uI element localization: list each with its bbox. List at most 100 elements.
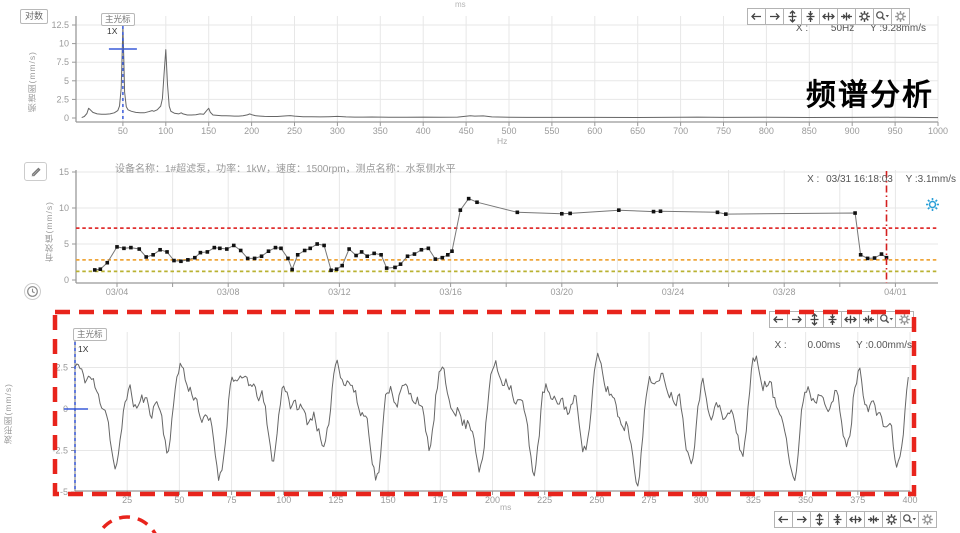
zoom-select-button[interactable] xyxy=(873,8,892,25)
v-compress-icon xyxy=(828,314,837,325)
expand-x-button[interactable] xyxy=(846,511,865,528)
zoom-select-button[interactable] xyxy=(900,511,919,528)
svg-text:12.5: 12.5 xyxy=(51,20,69,30)
h-compress-icon xyxy=(868,515,879,524)
compress-x-button[interactable] xyxy=(859,311,878,328)
zoom-select-button[interactable] xyxy=(877,311,896,328)
trend-cursor-readout: X : 03/31 16:18:03 Y :3.1mm/s xyxy=(807,174,956,185)
svg-text:275: 275 xyxy=(642,495,657,505)
trend-settings-button[interactable] xyxy=(924,196,941,213)
v-expand-icon xyxy=(788,10,797,23)
compress-x-button[interactable] xyxy=(837,8,856,25)
arrow-right-icon xyxy=(792,316,802,323)
svg-text:450: 450 xyxy=(459,126,474,136)
svg-text:-5: -5 xyxy=(60,487,68,497)
arrow-left-icon xyxy=(778,516,788,523)
compress-y-button[interactable] xyxy=(828,511,847,528)
h-expand-icon xyxy=(844,315,857,324)
scroll-right-button[interactable] xyxy=(765,8,784,25)
scroll-left-button[interactable] xyxy=(774,511,793,528)
svg-text:350: 350 xyxy=(798,495,813,505)
svg-text:300: 300 xyxy=(694,495,709,505)
svg-text:0: 0 xyxy=(63,404,68,414)
reset-button[interactable] xyxy=(895,311,914,328)
compress-x-button[interactable] xyxy=(864,511,883,528)
reset-button[interactable] xyxy=(918,511,937,528)
log-scale-button[interactable]: 对数 xyxy=(20,9,49,24)
v-compress-icon xyxy=(806,11,815,22)
svg-text:375: 375 xyxy=(850,495,865,505)
h-compress-icon xyxy=(863,315,874,324)
svg-text:150: 150 xyxy=(381,495,396,505)
waveform-toolbar xyxy=(769,311,914,328)
svg-text:50: 50 xyxy=(174,495,184,505)
settings-button[interactable] xyxy=(855,8,874,25)
expand-y-button[interactable] xyxy=(810,511,829,528)
svg-text:900: 900 xyxy=(845,126,860,136)
svg-text:200: 200 xyxy=(244,126,259,136)
svg-text:03/20: 03/20 xyxy=(551,287,574,297)
svg-text:400: 400 xyxy=(902,495,917,505)
arrow-right-icon xyxy=(770,13,780,20)
readout-x-label: X : xyxy=(774,340,787,351)
svg-text:0: 0 xyxy=(64,275,69,285)
svg-text:2.5: 2.5 xyxy=(56,94,69,104)
svg-text:125: 125 xyxy=(328,495,343,505)
svg-text:10: 10 xyxy=(59,39,69,49)
svg-text:550: 550 xyxy=(544,126,559,136)
h-expand-icon xyxy=(822,12,835,21)
expand-x-button[interactable] xyxy=(819,8,838,25)
svg-text:200: 200 xyxy=(485,495,500,505)
svg-text:350: 350 xyxy=(373,126,388,136)
scroll-right-button[interactable] xyxy=(792,511,811,528)
svg-text:100: 100 xyxy=(158,126,173,136)
svg-text:400: 400 xyxy=(416,126,431,136)
spectrum-main-cursor-label[interactable]: 主光标 xyxy=(101,13,135,26)
svg-text:0: 0 xyxy=(64,113,69,123)
scroll-left-button[interactable] xyxy=(747,8,766,25)
svg-text:750: 750 xyxy=(716,126,731,136)
expand-x-button[interactable] xyxy=(841,311,860,328)
top-cropped-axis-unit: ms xyxy=(455,0,466,9)
reset-button[interactable] xyxy=(891,8,910,25)
waveform-harmonic-label: 1X xyxy=(78,344,89,354)
svg-text:800: 800 xyxy=(759,126,774,136)
svg-text:225: 225 xyxy=(537,495,552,505)
settings-button[interactable] xyxy=(882,511,901,528)
svg-text:700: 700 xyxy=(673,126,688,136)
svg-text:150: 150 xyxy=(201,126,216,136)
arrow-left-icon xyxy=(773,316,783,323)
expand-y-button[interactable] xyxy=(805,311,824,328)
svg-text:650: 650 xyxy=(630,126,645,136)
svg-text:7.5: 7.5 xyxy=(56,57,69,67)
waveform-main-cursor-label[interactable]: 主光标 xyxy=(73,328,107,341)
readout-x-value: 03/31 16:18:03 xyxy=(826,174,893,185)
history-button[interactable] xyxy=(24,283,41,300)
spectrum-harmonic-label: 1X xyxy=(107,26,118,36)
edit-button[interactable] xyxy=(24,162,47,181)
compress-y-button[interactable] xyxy=(801,8,820,25)
svg-text:2.5: 2.5 xyxy=(55,363,68,373)
svg-text:03/04: 03/04 xyxy=(106,287,129,297)
spectrum-x-axis-unit: Hz xyxy=(497,136,508,146)
arrow-right-icon xyxy=(797,516,807,523)
svg-text:10: 10 xyxy=(59,203,69,213)
svg-text:25: 25 xyxy=(122,495,132,505)
gear-icon xyxy=(926,198,939,211)
compress-y-button[interactable] xyxy=(823,311,842,328)
h-compress-icon xyxy=(841,12,852,21)
scroll-right-button[interactable] xyxy=(787,311,806,328)
svg-text:950: 950 xyxy=(888,126,903,136)
svg-text:300: 300 xyxy=(330,126,345,136)
v-expand-icon xyxy=(815,513,824,526)
spectrum-y-axis-label: 频谱图(mm/s) xyxy=(27,51,37,112)
scroll-left-button[interactable] xyxy=(769,311,788,328)
bottom-toolbar xyxy=(774,511,937,528)
trend-device-info: 设备名称：1#超滤泵，功率：1kW，速度：1500rpm，测点名称：水泵侧水平 xyxy=(115,164,456,175)
svg-text:03/28: 03/28 xyxy=(773,287,796,297)
expand-y-button[interactable] xyxy=(783,8,802,25)
svg-text:250: 250 xyxy=(287,126,302,136)
svg-text:50: 50 xyxy=(118,126,128,136)
waveform-cursor-readout: X : 0.00ms Y :0.00mm/s xyxy=(774,340,912,351)
v-expand-icon xyxy=(810,313,819,326)
